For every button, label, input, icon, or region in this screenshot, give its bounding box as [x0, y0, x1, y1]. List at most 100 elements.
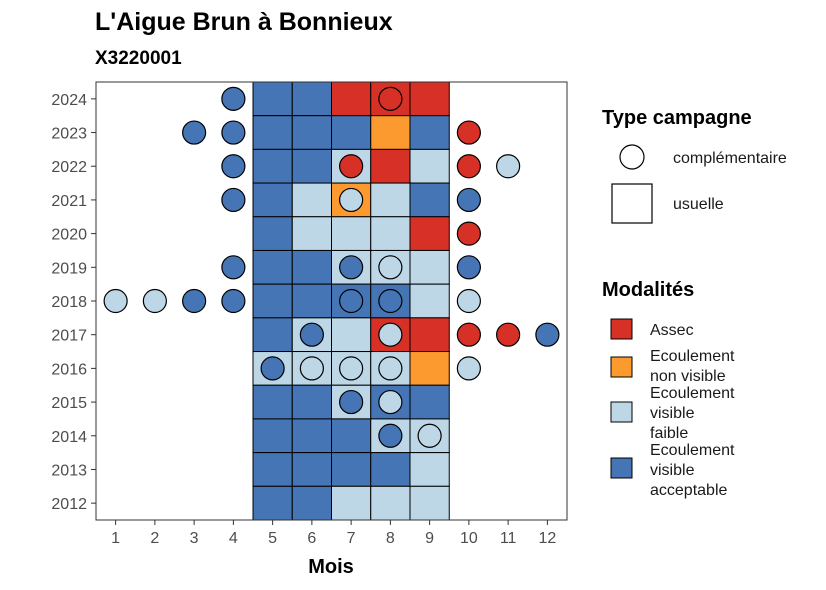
legend-label-nonvisible-1: Ecoulement: [650, 348, 735, 365]
tile-2013-5: [252, 452, 293, 487]
x-axis-title: Mois: [308, 556, 354, 578]
tile-2022-9: [409, 148, 450, 184]
x-tick-label-3: 3: [190, 530, 199, 547]
tile-2024-5: [252, 81, 293, 117]
tile-2019-6: [291, 249, 332, 285]
legend-square-symbol: [611, 183, 653, 224]
point-2018-10: [456, 288, 481, 314]
y-tick-label-2021: 2021: [51, 193, 87, 210]
point-2020-10: [456, 221, 481, 246]
point-2018-7: [339, 288, 364, 314]
y-tick-label-2020: 2020: [51, 227, 87, 244]
point-2022-11: [496, 154, 521, 179]
tile-2016-9: [409, 351, 450, 386]
point-2017-11: [496, 322, 521, 347]
point-2024-4: [221, 86, 246, 111]
legend-swatch-nonvisible: [610, 356, 633, 378]
tile-2014-5: [252, 418, 293, 454]
legend-label-nonvisible-2: non visible: [650, 368, 726, 385]
x-tick-label-1: 1: [111, 530, 120, 547]
point-2017-8: [378, 322, 403, 347]
point-2014-8: [378, 423, 403, 448]
point-2019-10: [456, 255, 481, 280]
chart-subtitle: X3220001: [95, 48, 182, 69]
point-2018-8: [378, 288, 403, 314]
tile-2018-5: [252, 283, 293, 319]
plot-panel: [95, 81, 568, 521]
point-2017-10: [456, 322, 481, 347]
point-2019-8: [378, 255, 403, 280]
tile-2020-7: [331, 216, 372, 251]
y-tick-label-2017: 2017: [51, 328, 87, 345]
tile-2012-5: [252, 485, 293, 521]
y-tick-label-2014: 2014: [51, 429, 87, 446]
y-tick-label-2012: 2012: [51, 496, 87, 513]
legend-label-acceptable-3: acceptable: [650, 482, 727, 499]
tile-2014-6: [291, 418, 332, 454]
x-tick-label-2: 2: [150, 530, 159, 547]
tile-2019-9: [409, 249, 450, 285]
y-axis: 2012 2013 2014 2015 2016 2017 2018 2019 2020 2021…: [51, 92, 96, 513]
y-tick-label-2016: 2016: [51, 361, 87, 378]
legend-label-acceptable-1: Ecoulement: [650, 442, 735, 459]
point-2021-10: [456, 187, 481, 213]
legend-label-acceptable-2: visible: [650, 462, 695, 479]
point-2023-3: [182, 120, 207, 145]
y-tick-label-2018: 2018: [51, 294, 87, 311]
tile-2012-6: [291, 485, 332, 521]
tile-2014-7: [331, 418, 372, 454]
x-tick-label-11: 11: [500, 530, 517, 547]
tile-2013-6: [291, 452, 332, 487]
point-2022-4: [221, 154, 246, 179]
tile-2020-9: [409, 216, 450, 251]
x-tick-label-6: 6: [307, 530, 316, 547]
point-2019-7: [339, 255, 364, 280]
point-2021-4: [221, 187, 246, 213]
x-tick-label-7: 7: [347, 530, 356, 547]
tile-2021-6: [291, 182, 332, 218]
legend-swatch-faible: [610, 401, 633, 423]
y-tick-label-2013: 2013: [51, 462, 87, 479]
legend-modalites: Modalités Assec Ecoulement non visible E…: [602, 279, 735, 499]
legend-label-assec: Assec: [650, 322, 694, 339]
tile-2023-9: [409, 115, 450, 150]
y-tick-label-2024: 2024: [51, 92, 87, 109]
legend-label-usuelle: usuelle: [673, 196, 724, 213]
tile-2023-8: [370, 115, 411, 150]
legend-type-title: Type campagne: [602, 107, 752, 129]
point-2023-4: [221, 120, 246, 145]
y-tick-label-2019: 2019: [51, 260, 87, 277]
point-2016-10: [456, 356, 481, 381]
legend-label-faible-1: Ecoulement: [650, 385, 735, 402]
tile-2013-9: [409, 452, 450, 487]
tile-2015-5: [252, 384, 293, 420]
tile-2021-5: [252, 182, 293, 218]
tile-2018-6: [291, 283, 332, 319]
x-tick-label-10: 10: [460, 530, 478, 547]
points-layer: [103, 86, 560, 448]
x-tick-label-8: 8: [386, 530, 395, 547]
point-2016-5: [260, 356, 285, 381]
legend-swatch-acceptable: [610, 457, 633, 479]
tile-2013-7: [331, 452, 372, 487]
point-2018-4: [221, 288, 246, 314]
point-2018-3: [182, 288, 207, 314]
legend-modalites-title: Modalités: [602, 279, 694, 301]
legend-label-complementaire: complémentaire: [673, 150, 787, 167]
point-2023-10: [456, 120, 481, 145]
point-2021-7: [339, 187, 364, 213]
tile-2015-6: [291, 384, 332, 420]
tile-2012-9: [409, 485, 450, 521]
y-tick-label-2022: 2022: [51, 159, 87, 176]
point-2016-8: [378, 356, 403, 381]
tile-2018-9: [409, 283, 450, 319]
tile-2022-6: [291, 148, 332, 184]
point-2018-2: [142, 288, 167, 314]
tile-2015-9: [409, 384, 450, 420]
tile-2022-8: [370, 148, 411, 184]
x-tick-label-9: 9: [425, 530, 434, 547]
tile-2019-5: [252, 249, 293, 285]
y-tick-label-2023: 2023: [51, 126, 87, 143]
chart-title: L'Aigue Brun à Bonnieux: [95, 8, 393, 36]
